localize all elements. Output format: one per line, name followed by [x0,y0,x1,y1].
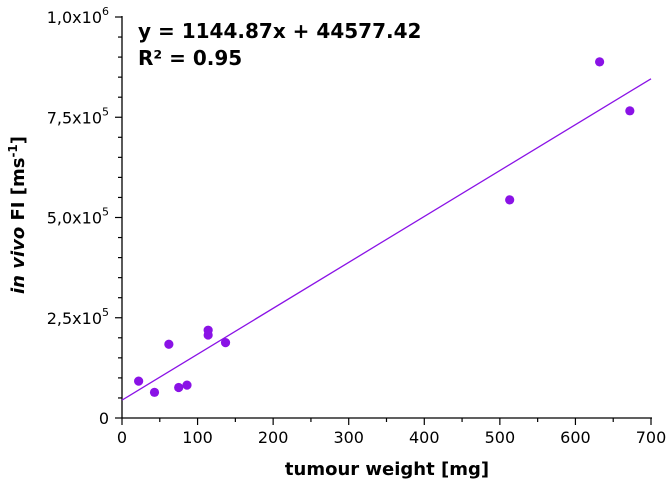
data-point [149,387,160,397]
y-tick-label: 2,5x105 [47,306,109,328]
x-tick-label: 600 [560,428,591,447]
data-point [182,380,192,390]
x-axis-title: tumour weight [mg] [285,459,489,480]
x-tick-label: 700 [636,428,667,447]
y-axis-title: in vivo FI [ms-1] [6,136,29,294]
y-axis-title-close: ] [8,136,29,144]
r-squared: R² = 0.95 [138,46,242,70]
y-tick-label: 7,5x105 [47,105,109,127]
x-tick-label: 200 [258,428,289,447]
y-axis-title-main: FI [ms [8,158,29,227]
fit-layer [121,78,652,401]
x-tick-label: 400 [409,428,440,447]
data-point [595,57,605,67]
y-tick-label: 0 [99,409,109,428]
data-point [220,338,231,348]
y-tick-label: 5,0x105 [47,206,109,228]
data-points [134,57,635,397]
data-point [505,195,515,205]
y-axis-title-superscript: -1 [6,144,20,157]
axes [121,16,652,419]
y-tick-label: 1,0x106 [47,5,109,27]
x-tick-label: 500 [485,428,516,447]
x-tick-label: 300 [333,428,364,447]
data-point [174,382,184,393]
data-point [625,106,635,116]
data-point [203,330,213,340]
x-tick-label: 0 [117,428,127,447]
data-point [164,339,174,349]
x-tick-label: 100 [182,428,213,447]
data-point [134,376,144,386]
ticks: 0 100 200 300 400 500 600 700 0 2,5x105 5,0x105 7,5… [47,5,667,447]
regression-line [121,78,652,401]
y-axis-title-italic: in vivo [8,227,29,294]
fit-equation: y = 1144.87x + 44577.42 [138,19,421,43]
